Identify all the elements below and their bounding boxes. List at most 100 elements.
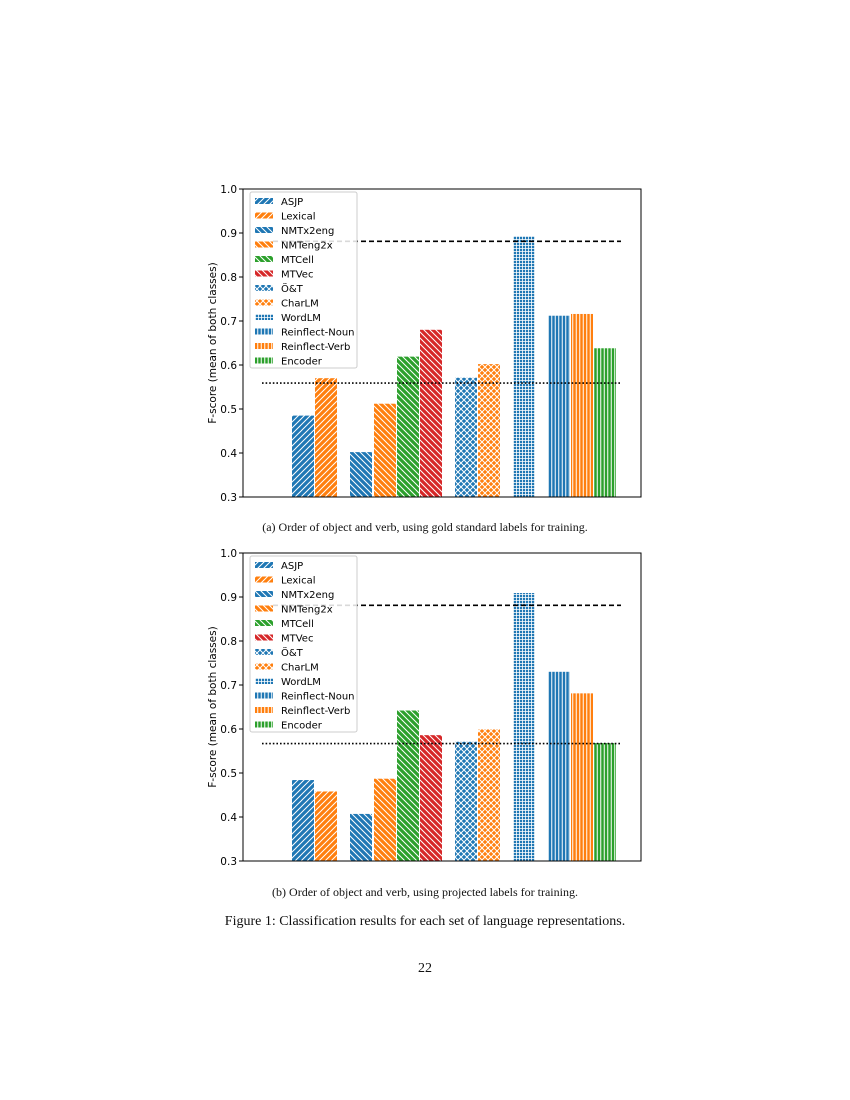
y-tick-label: 1.0 [220, 184, 237, 196]
bar-mtcell [397, 710, 419, 861]
legend-swatch [255, 634, 273, 641]
legend-swatch [255, 343, 273, 349]
legend-label: WordLM [281, 677, 321, 688]
axes-frame [242, 552, 642, 862]
bar-wordlm [513, 593, 535, 861]
bar-reinflect-verb [571, 313, 593, 497]
legend-swatch [255, 227, 273, 233]
legend-swatch [255, 620, 273, 626]
bar-reinflect-noun [548, 315, 570, 497]
legend-label: Lexical [281, 212, 315, 223]
bar-asjp [292, 780, 314, 861]
legend-label: Reinflect-Verb [281, 706, 350, 717]
legend-swatch [255, 562, 273, 568]
bar-encoder [594, 348, 616, 497]
bar-lexical [315, 791, 337, 861]
caption-a: (a) Order of object and verb, using gold… [262, 520, 588, 534]
bar-charlm [478, 364, 500, 497]
legend-label: MTCell [281, 255, 314, 266]
legend-swatch [255, 576, 273, 583]
chart-svg: 0.3 0.4 0.5 0.6 0.7 0.8 0.9 1.0 F-score (mean of… [207, 548, 642, 868]
bar-encoder [594, 743, 616, 861]
legend-swatch [255, 328, 273, 335]
chart-b: 0.3 0.4 0.5 0.6 0.7 0.8 0.9 1.0 F-score (mean of… [200, 542, 650, 872]
legend-swatch [255, 314, 273, 320]
legend-swatch [255, 707, 273, 713]
legend-label: Reinflect-Noun [281, 328, 355, 339]
y-tick-label: 0.7 [220, 316, 237, 328]
y-axis-label: F-score (mean of both classes) [207, 262, 219, 423]
legend: ASJP Lexical NMTx2eng NMTeng2x MTCell MTVecÖ&… [249, 555, 358, 733]
legend-label: NMTx2eng [281, 226, 334, 237]
bar--t [455, 741, 477, 861]
figure-caption: Figure 1: Classification results for eac… [224, 914, 626, 929]
y-axis-label: F-score (mean of both classes) [207, 626, 219, 787]
y-tick-label: 0.4 [220, 812, 237, 824]
y-tick-label: 0.8 [220, 272, 237, 284]
legend-swatch [255, 692, 273, 699]
y-tick-label: 0.5 [220, 404, 237, 416]
y-tick-label: 0.9 [220, 592, 237, 604]
legend-label: Encoder [281, 721, 323, 732]
legend-label: CharLM [281, 299, 319, 310]
legend-label: MTVec [281, 634, 313, 645]
page-number: 22 [418, 961, 432, 976]
y-tick-label: 0.5 [220, 768, 237, 780]
legend-label: MTVec [281, 270, 313, 281]
legend-label: Lexical [281, 576, 315, 587]
legend-label: CharLM [281, 663, 319, 674]
legend-swatch [255, 663, 273, 670]
legend-label: ASJP [281, 197, 303, 208]
y-tick-label: 0.4 [220, 448, 237, 460]
legend-label: Encoder [281, 357, 323, 368]
bar-nmtx2eng [350, 452, 372, 497]
y-tick-label: 0.8 [220, 636, 237, 648]
legend: ASJP Lexical NMTx2eng NMTeng2x MTCell MTVecÖ&… [249, 191, 358, 369]
bar-nmteng2x [374, 403, 396, 497]
legend-swatch [255, 721, 273, 728]
bar-mtvec [420, 735, 442, 861]
chart-a: 0.3 0.4 0.5 0.6 0.7 0.8 0.9 1.0 F-score (mean of… [200, 178, 650, 508]
chart-svg: 0.3 0.4 0.5 0.6 0.7 0.8 0.9 1.0 F-score (mean of… [207, 184, 642, 504]
bar-asjp [292, 415, 314, 497]
legend-label: NMTx2eng [281, 590, 334, 601]
legend-label: NMTeng2x [281, 241, 333, 252]
axes-frame [242, 188, 642, 498]
legend-label: Reinflect-Noun [281, 692, 355, 703]
y-tick-label: 0.7 [220, 680, 237, 692]
legend-swatch [255, 256, 273, 262]
legend-swatch [255, 649, 273, 655]
bar--t [455, 377, 477, 497]
legend-swatch [255, 678, 273, 684]
bar-lexical [315, 378, 337, 497]
legend-label: NMTeng2x [281, 605, 333, 616]
legend-label: Ö&T [281, 646, 304, 659]
y-tick-label: 0.6 [220, 724, 237, 736]
legend-swatch [255, 357, 273, 364]
legend-swatch [255, 270, 273, 277]
y-tick-label: 0.3 [220, 492, 237, 504]
bar-reinflect-noun [548, 671, 570, 861]
legend-label: WordLM [281, 313, 321, 324]
legend-label: Ö&T [281, 282, 304, 295]
legend-label: Reinflect-Verb [281, 342, 350, 353]
bar-nmtx2eng [350, 813, 372, 861]
bar-mtvec [420, 329, 442, 497]
bar-mtcell [397, 356, 419, 497]
legend-swatch [255, 285, 273, 291]
legend-label: ASJP [281, 561, 303, 572]
y-tick-label: 1.0 [220, 548, 237, 560]
y-tick-label: 0.6 [220, 360, 237, 372]
y-tick-label: 0.3 [220, 856, 237, 868]
legend-swatch [255, 299, 273, 306]
legend-swatch [255, 212, 273, 219]
legend-label: MTCell [281, 619, 314, 630]
bar-wordlm [513, 236, 535, 497]
bar-nmteng2x [374, 778, 396, 861]
legend-swatch [255, 605, 273, 612]
caption-b: (b) Order of object and verb, using proj… [272, 885, 578, 899]
y-tick-label: 0.9 [220, 228, 237, 240]
legend-swatch [255, 591, 273, 597]
legend-swatch [255, 198, 273, 204]
